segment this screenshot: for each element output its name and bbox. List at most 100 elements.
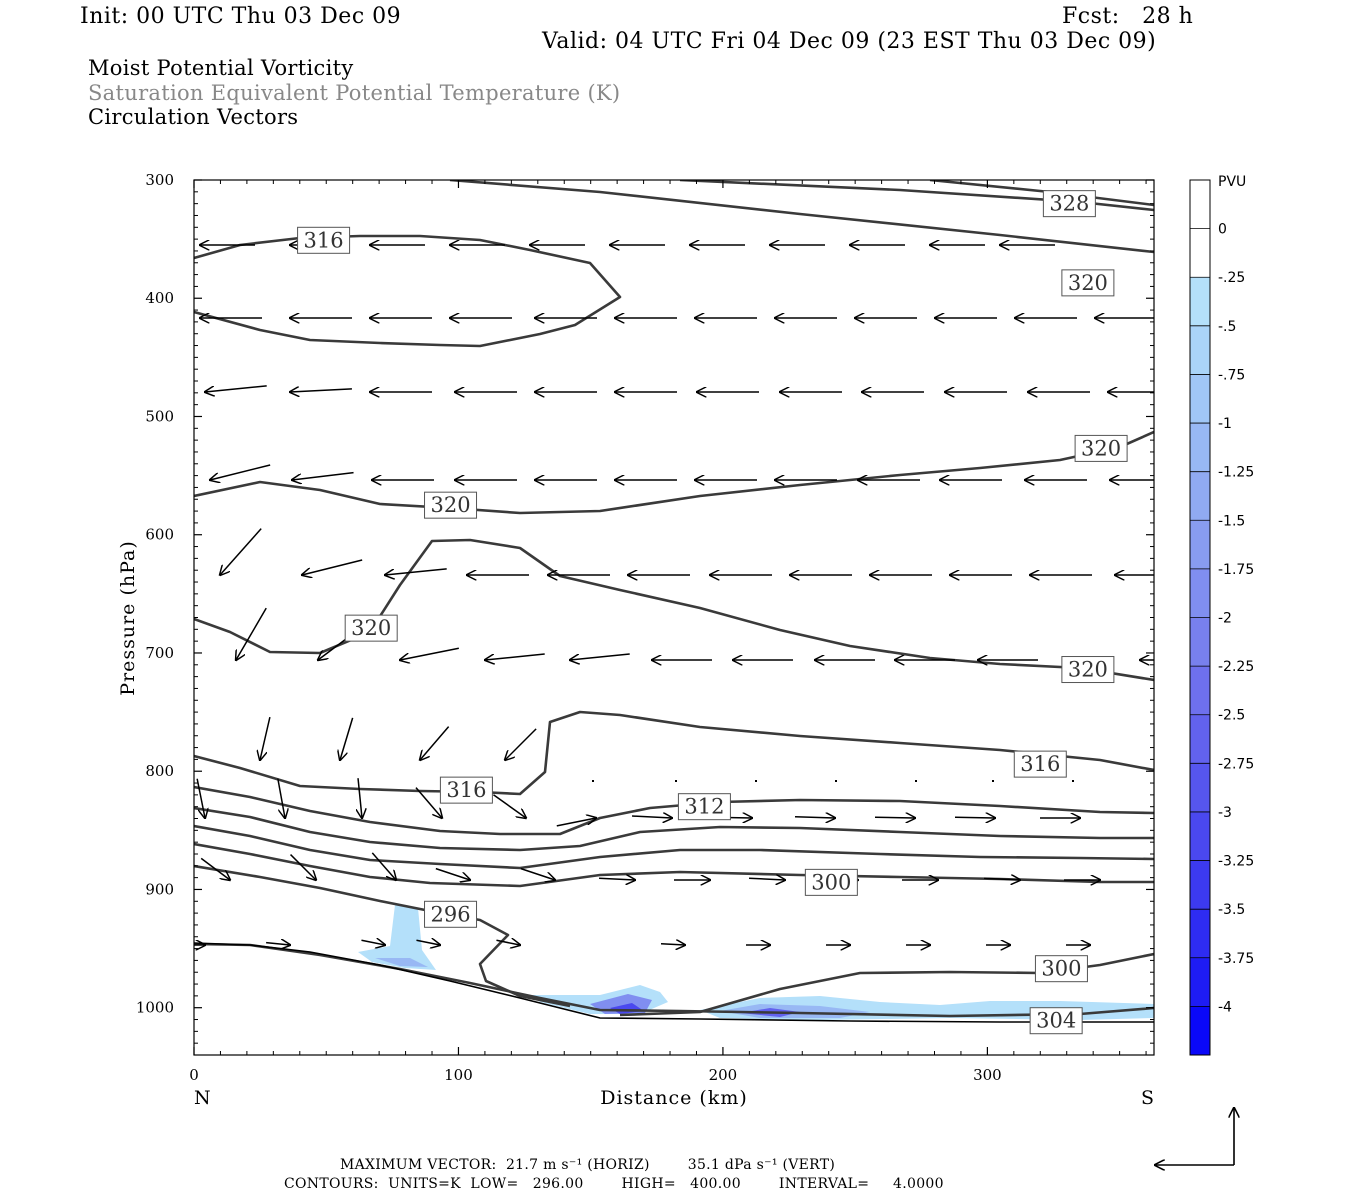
- y-tick-label: 800: [145, 762, 174, 780]
- contour-label-text: 316: [304, 228, 344, 252]
- circulation-vector: [260, 716, 271, 760]
- colorbar-swatch: [1190, 763, 1210, 813]
- circulation-vector: [505, 728, 537, 760]
- contour-label: 320: [1061, 269, 1115, 297]
- colorbar-swatch: [1190, 714, 1210, 764]
- circulation-vector: [200, 857, 230, 880]
- colorbar-label: -.5: [1218, 319, 1236, 335]
- circulation-vector: [358, 778, 362, 818]
- y-tick-label: 1000: [136, 999, 174, 1017]
- colorbar-swatch: [1190, 568, 1210, 618]
- x-axis: 0 100 200 300: [189, 180, 1147, 1084]
- contour-label: 300: [1034, 955, 1088, 983]
- y-tick-label: 500: [145, 407, 174, 425]
- valid-time: Valid: 04 UTC Fri 04 Dec 09 (23 EST Thu …: [542, 29, 1157, 54]
- colorbar-swatch: [1190, 957, 1210, 1007]
- contour-label: 316: [297, 226, 351, 254]
- colorbar-swatch: [1190, 180, 1210, 230]
- colorbar-label: -3.25: [1218, 854, 1254, 870]
- circulation-vector: [749, 878, 785, 880]
- contour-label-text: 320: [1068, 271, 1108, 295]
- colorbar-unit: PVU: [1218, 174, 1246, 190]
- contour-label: 320: [1061, 656, 1115, 684]
- colorbar-swatch: [1190, 423, 1210, 473]
- contour-label: 316: [439, 776, 493, 804]
- x-tick-label: 100: [444, 1066, 473, 1084]
- circulation-vector: [220, 528, 262, 575]
- contour-label: 304: [1029, 1007, 1083, 1035]
- field-title-mpv: Moist Potential Vorticity: [88, 56, 354, 80]
- circulation-vector: [266, 943, 290, 945]
- contour-label-text: 320: [1081, 436, 1121, 460]
- colorbar-swatch: [1190, 617, 1210, 667]
- circulation-vector: [290, 389, 352, 392]
- circulation-vector-dot: [755, 780, 757, 782]
- plot-frame: [193, 179, 1155, 1056]
- y-axis-label: Pressure (hPa): [117, 540, 139, 696]
- colorbar-label: -2.75: [1218, 756, 1254, 772]
- contour-info: CONTOURS: UNITS=K LOW= 296.00 HIGH= 400.…: [284, 1176, 944, 1192]
- contour-label-text: 296: [430, 902, 470, 926]
- reference-vector: [1155, 1108, 1234, 1165]
- contour-label: 300: [804, 868, 858, 896]
- colorbar-swatch: [1190, 1006, 1210, 1056]
- y-tick-label: 600: [145, 526, 174, 544]
- colorbar-swatch: [1190, 860, 1210, 910]
- colorbar-label: -1.75: [1218, 562, 1254, 578]
- circulation-vectors: [194, 245, 1154, 945]
- circulation-vector: [277, 778, 285, 818]
- circulation-vector: [570, 653, 630, 660]
- colorbar-swatch: [1190, 277, 1210, 327]
- circulation-vector: [290, 854, 316, 880]
- circulation-vector-dot: [835, 780, 837, 782]
- colorbar-label: -4: [1218, 999, 1232, 1015]
- circulation-vector: [599, 878, 635, 880]
- contour-label-text: 312: [684, 795, 724, 819]
- colorbar-swatch: [1190, 228, 1210, 278]
- y-tick-label: 700: [145, 644, 174, 662]
- circulation-vector: [556, 818, 596, 827]
- circulation-vector: [954, 817, 995, 818]
- colorbar-swatch: [1190, 325, 1210, 375]
- circulation-vector: [496, 940, 520, 945]
- circulation-vector-dot: [675, 780, 677, 782]
- circulation-vector: [874, 817, 915, 818]
- y-tick-label: 400: [145, 289, 174, 307]
- colorbar-label: -3.75: [1218, 951, 1254, 967]
- colorbar-label: -.25: [1218, 270, 1245, 286]
- contour-label-text: 320: [351, 616, 391, 640]
- contour-label-text: 320: [1068, 658, 1108, 682]
- x-tick-label: 200: [709, 1066, 738, 1084]
- circulation-vector: [984, 878, 1020, 880]
- circulation-vector-dot: [592, 780, 594, 782]
- south-end-label: S: [1141, 1087, 1155, 1109]
- contour-label-text: 300: [811, 870, 851, 894]
- colorbar-label: -1.25: [1218, 465, 1254, 481]
- contour-label-text: 316: [446, 778, 486, 802]
- pv-shading: [358, 905, 1154, 1020]
- contour-label: 320: [424, 491, 478, 519]
- contour-label-text: 328: [1049, 192, 1089, 216]
- pv-colorbar: 0 -.25 -.5 -.75 -1 -1.25 -1.5 -1.75 -2 -2.25 -2.5 -…: [1189, 179, 1254, 1056]
- colorbar-label: -3: [1218, 805, 1232, 821]
- circulation-vector: [292, 471, 354, 480]
- init-time: Init: 00 UTC Thu 03 Dec 09: [80, 4, 402, 29]
- circulation-vector: [371, 852, 396, 880]
- circulation-vector: [485, 653, 545, 660]
- contour-label: 320: [1074, 434, 1128, 462]
- circulation-vector-dot: [992, 780, 994, 782]
- circulation-vector: [660, 944, 685, 945]
- x-tick-label: 300: [973, 1066, 1002, 1084]
- circulation-vector: [302, 559, 363, 575]
- contour-label: 312: [677, 793, 731, 821]
- contour-label: 296: [424, 900, 478, 928]
- circulation-vector: [794, 817, 835, 818]
- colorbar-swatch: [1190, 666, 1210, 716]
- circulation-vector-dot: [1072, 780, 1074, 782]
- circulation-vector: [415, 787, 442, 818]
- colorbar-label: -1: [1218, 416, 1232, 432]
- field-title-vectors: Circulation Vectors: [88, 105, 299, 129]
- circulation-vector: [236, 607, 267, 660]
- contour-label: 320: [344, 614, 398, 642]
